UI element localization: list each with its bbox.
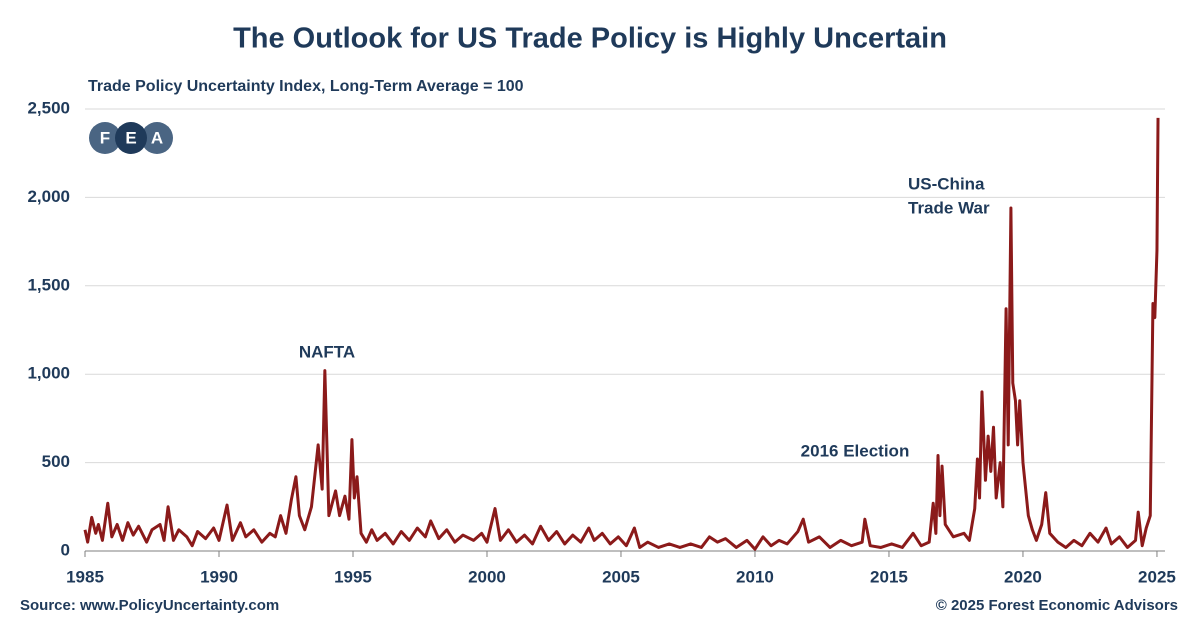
y-tick-label: 0	[61, 540, 70, 559]
data-line	[83, 117, 1160, 551]
logo-circle	[89, 122, 121, 154]
y-tick-label: 2,000	[27, 187, 70, 206]
x-tick-label: 2000	[468, 567, 506, 586]
annotation: Trade War	[908, 198, 990, 217]
logo-letter: F	[100, 128, 110, 147]
x-tick-label: 2010	[736, 567, 774, 586]
y-tick-label: 2,500	[27, 98, 70, 117]
logo-letter: A	[151, 128, 163, 147]
x-tick-label: 1985	[66, 567, 104, 586]
logo: F E A	[89, 122, 173, 154]
x-tick-label: 1995	[334, 567, 372, 586]
y-tick-label: 1,500	[27, 275, 70, 294]
x-tick-label: 2015	[870, 567, 908, 586]
y-tick-label: 1,000	[27, 364, 70, 383]
annotation: 2016 Election	[801, 441, 910, 460]
y-tick-label: 500	[42, 452, 70, 471]
source: Source: www.PolicyUncertainty.com	[20, 597, 279, 614]
x-tick-label: 2025	[1138, 567, 1176, 586]
x-tick-label: 2005	[602, 567, 640, 586]
annotation: US-China	[908, 174, 985, 193]
x-tick-label: 1990	[200, 567, 238, 586]
chart-title: The Outlook for US Trade Policy is Highl…	[233, 23, 947, 55]
chart-subtitle: Trade Policy Uncertainty Index, Long-Ter…	[88, 78, 524, 95]
logo-circle	[115, 122, 147, 154]
copyright: © 2025 Forest Economic Advisors	[936, 597, 1178, 614]
annotation: NAFTA	[299, 342, 355, 361]
logo-letter: E	[125, 128, 136, 147]
logo-circle	[141, 122, 173, 154]
x-tick-label: 2020	[1004, 567, 1042, 586]
